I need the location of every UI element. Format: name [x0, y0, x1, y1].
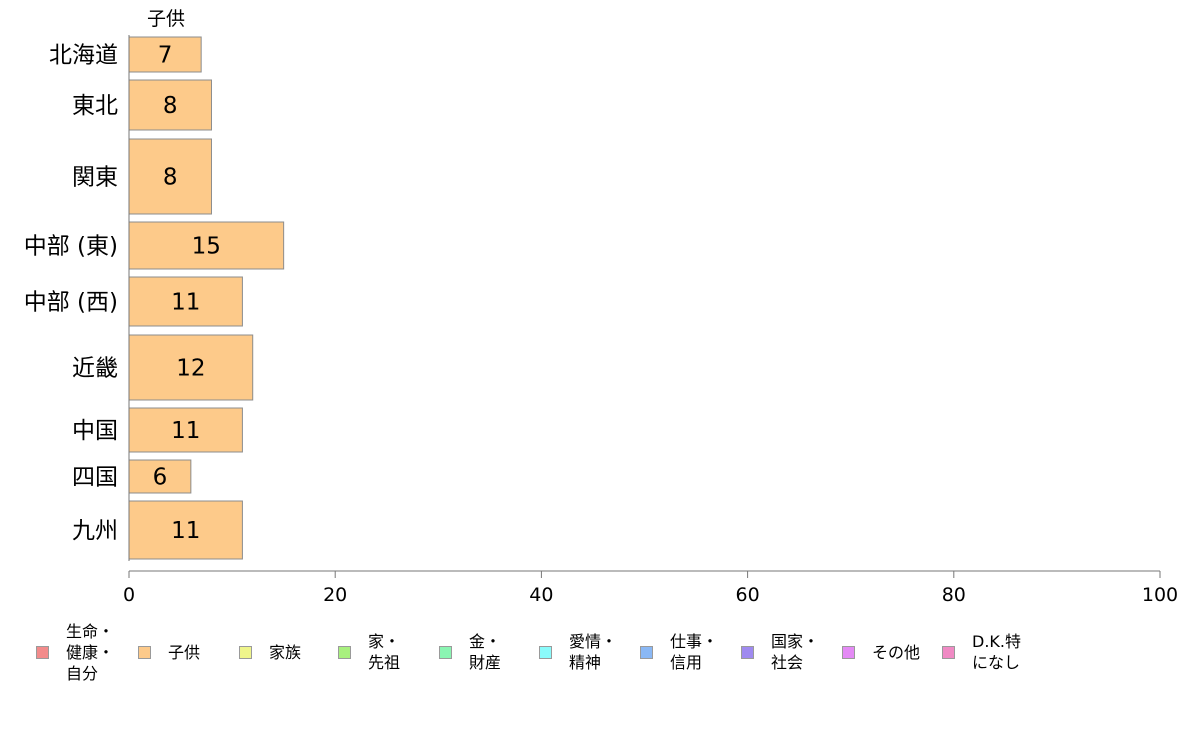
- category-label: 中部 (西): [24, 290, 118, 316]
- legend-item: 子供: [138, 620, 200, 684]
- bar: [128, 334, 254, 401]
- data-label: 8: [163, 93, 178, 119]
- data-label: 12: [176, 356, 205, 382]
- x-tick-label: 80: [942, 584, 966, 606]
- category-label: 中国: [72, 418, 118, 444]
- legend-item: D.K.特 になし: [942, 620, 1021, 684]
- series-header-label: 子供: [147, 8, 185, 30]
- x-tick-label: 100: [1142, 584, 1178, 606]
- category-label: 四国: [72, 465, 118, 491]
- legend-item: 愛情・ 精神: [539, 620, 617, 684]
- legend-swatch: [138, 645, 151, 659]
- legend-item: 金・ 財産: [439, 620, 501, 684]
- data-label: 7: [158, 43, 173, 69]
- legend-swatch: [942, 645, 955, 659]
- category-label: 九州: [72, 518, 118, 544]
- category-label: 関東: [72, 165, 118, 191]
- category-label: 東北: [72, 93, 118, 119]
- x-axis: 0 20 40 60 80 100: [123, 35, 1178, 606]
- category-label: 近畿: [72, 356, 118, 382]
- category-label: 中部 (東): [24, 234, 118, 260]
- bar: [128, 221, 285, 270]
- data-label: 8: [163, 165, 178, 191]
- bar: [128, 79, 212, 131]
- legend-label: 家・ 先祖: [368, 632, 401, 672]
- data-label: 11: [171, 418, 200, 444]
- legend-item: 家族: [239, 620, 301, 684]
- x-tick-label: 20: [323, 584, 347, 606]
- legend-label: D.K.特 になし: [972, 632, 1021, 672]
- legend-item: 家・ 先祖: [338, 620, 400, 684]
- bar: [128, 138, 212, 215]
- legend-label: 金・ 財産: [469, 632, 502, 672]
- legend-label: その他: [872, 642, 921, 662]
- legend-swatch: [741, 645, 754, 659]
- legend-item: 生命・ 健康・ 自分: [36, 620, 114, 684]
- legend-label: 家族: [269, 642, 302, 662]
- x-tick-label: 40: [529, 584, 553, 606]
- legend: 生命・ 健康・ 自分 子供 家族 家・ 先祖 金・ 財産 愛情・ 精神 仕事・ 信用 国家・ …: [36, 620, 1186, 690]
- category-label: 北海道: [49, 43, 118, 69]
- legend-swatch: [640, 645, 653, 659]
- legend-swatch: [338, 645, 351, 659]
- legend-item: 国家・ 社会: [741, 620, 819, 684]
- legend-label: 国家・ 社会: [771, 632, 820, 672]
- legend-swatch: [36, 645, 49, 659]
- x-tick-label: 60: [736, 584, 760, 606]
- data-label: 11: [171, 518, 200, 544]
- legend-swatch: [539, 645, 552, 659]
- legend-swatch: [842, 645, 855, 659]
- bar: [128, 276, 243, 327]
- legend-item: 仕事・ 信用: [640, 620, 718, 684]
- legend-label: 子供: [168, 642, 201, 662]
- legend-item: その他: [842, 620, 920, 684]
- legend-swatch: [239, 645, 252, 659]
- bar: [128, 407, 243, 453]
- bar: [128, 36, 202, 73]
- data-label: 11: [171, 290, 200, 316]
- x-tick-label: 0: [123, 584, 135, 606]
- legend-label: 愛情・ 精神: [569, 632, 618, 672]
- data-label: 15: [192, 234, 221, 260]
- data-label: 6: [153, 465, 168, 491]
- legend-swatch: [439, 645, 452, 659]
- legend-label: 仕事・ 信用: [670, 632, 719, 672]
- legend-label: 生命・ 健康・ 自分: [66, 621, 115, 683]
